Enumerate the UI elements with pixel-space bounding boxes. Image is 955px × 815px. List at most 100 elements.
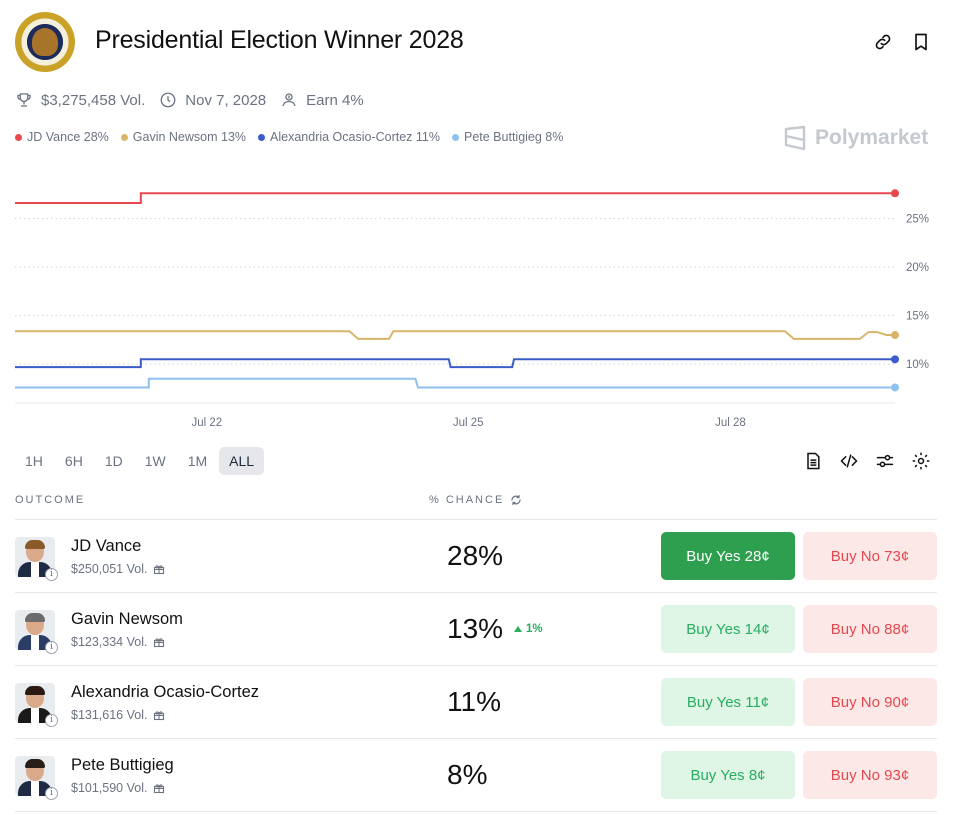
refresh-icon[interactable]	[510, 494, 522, 506]
chance-change: 1%	[514, 623, 543, 635]
legend-dot	[452, 133, 459, 141]
info-icon[interactable]: i	[45, 641, 58, 654]
range-button-1w[interactable]: 1W	[144, 453, 166, 469]
candidate-name[interactable]: Pete Buttigieg	[71, 756, 174, 774]
avatar-hair	[25, 759, 45, 768]
volume-value: $101,590 Vol.	[71, 781, 148, 795]
chance-percent: 8%	[447, 759, 488, 790]
trophy-icon	[17, 93, 31, 107]
gift-icon[interactable]	[153, 563, 165, 575]
eagle-emblem	[32, 28, 58, 56]
chance-percent: 28%	[447, 540, 504, 571]
candidate-name[interactable]: JD Vance	[71, 537, 142, 555]
coin-person-icon	[282, 93, 296, 107]
legend-label: JD Vance 28%	[27, 130, 109, 144]
buy-yes-button[interactable]: Buy Yes 8¢	[661, 751, 795, 799]
range-button-1h[interactable]: 1H	[25, 453, 43, 469]
series-line	[15, 377, 895, 389]
gift-icon[interactable]	[153, 636, 165, 648]
info-icon[interactable]: i	[45, 787, 58, 800]
range-button-6h[interactable]: 6H	[64, 453, 83, 469]
x-tick-label: Jul 28	[715, 417, 746, 429]
buy-no-button[interactable]: Buy No 90¢	[803, 678, 937, 726]
range-button-all[interactable]: ALL	[219, 447, 265, 475]
presidential-seal-logo	[15, 12, 75, 72]
chance-percent: 13%	[447, 613, 504, 644]
series-endpoint[interactable]	[891, 331, 899, 340]
legend-label: Pete Buttigieg 8%	[464, 130, 564, 144]
code-embed-icon[interactable]	[839, 451, 859, 471]
outcome-row[interactable]: i JD Vance $250,051 Vol. 28% Buy Yes 28¢…	[15, 520, 937, 593]
avatar-hair	[25, 540, 45, 549]
outcome-row[interactable]: i Pete Buttigieg $101,590 Vol. 8% Buy Ye…	[15, 739, 937, 812]
bookmark-icon[interactable]	[911, 32, 931, 52]
series-line	[15, 358, 895, 369]
avatar-shirt	[31, 635, 39, 650]
chance-change-value: 1%	[526, 623, 543, 635]
avatar-shirt	[31, 781, 39, 796]
chart-legend: JD Vance 28% Gavin Newsom 13% Alexandria…	[15, 130, 575, 144]
sliders-icon[interactable]	[875, 451, 895, 471]
candidate-volume: $123,334 Vol.	[71, 635, 165, 649]
y-tick-label: 25%	[906, 214, 929, 226]
buy-no-button[interactable]: Buy No 73¢	[803, 532, 937, 580]
legend-dot	[258, 133, 266, 141]
info-icon[interactable]: i	[45, 568, 58, 581]
market-meta: $3,275,458 Vol. Nov 7, 2028 Earn 4%	[15, 89, 378, 111]
chance-column-header: % CHANCE	[429, 494, 522, 506]
series-line	[15, 192, 895, 204]
candidate-volume: $101,590 Vol.	[71, 781, 165, 795]
series-endpoint[interactable]	[891, 355, 899, 364]
info-icon[interactable]: i	[45, 714, 58, 727]
legend-item-buttigieg: Pete Buttigieg 8%	[452, 130, 563, 144]
avatar-hair	[25, 613, 45, 622]
outcome-row[interactable]: i Gavin Newsom $123,334 Vol. 13% 1% Buy …	[15, 593, 937, 666]
legend-dot	[120, 133, 128, 141]
document-icon[interactable]	[803, 451, 823, 471]
volume-value: $131,616 Vol.	[71, 708, 148, 722]
chart-tools	[803, 451, 947, 471]
legend-dot	[15, 133, 22, 141]
volume-value: $123,334 Vol.	[71, 635, 148, 649]
gift-icon[interactable]	[153, 709, 165, 721]
up-arrow-icon	[514, 626, 522, 632]
link-icon[interactable]	[873, 32, 893, 52]
candidate-volume: $131,616 Vol.	[71, 708, 165, 722]
outcome-column-header: OUTCOME	[15, 494, 86, 506]
settings-gear-icon[interactable]	[911, 451, 931, 471]
buy-no-button[interactable]: Buy No 88¢	[803, 605, 937, 653]
outcome-row[interactable]: i Alexandria Ocasio-Cortez $131,616 Vol.…	[15, 666, 937, 739]
avatar-shirt	[31, 562, 39, 577]
range-button-1d[interactable]: 1D	[104, 453, 123, 469]
candidate-avatar	[15, 756, 55, 796]
x-tick-label: Jul 22	[191, 417, 222, 429]
legend-item-vance: JD Vance 28%	[15, 130, 109, 144]
price-history-chart[interactable]: 25% 20% 15% 10% Jul 22 Jul 25 Jul 28	[0, 160, 955, 440]
candidate-name[interactable]: Gavin Newsom	[71, 610, 183, 628]
polymarket-logo-icon	[784, 125, 806, 151]
y-tick-label: 10%	[906, 359, 929, 371]
series-endpoint[interactable]	[891, 383, 899, 392]
page-title: Presidential Election Winner 2028	[95, 26, 464, 54]
buy-yes-button[interactable]: Buy Yes 14¢	[661, 605, 795, 653]
polymarket-watermark: Polymarket	[783, 125, 928, 151]
time-range-selector: 1H 6H 1D 1W 1M ALL	[15, 447, 266, 475]
legend-label: Alexandria Ocasio-Cortez 11%	[270, 130, 440, 144]
series-line	[15, 330, 895, 340]
range-button-1m[interactable]: 1M	[187, 453, 208, 469]
legend-item-aoc: Alexandria Ocasio-Cortez 11%	[258, 130, 440, 144]
earn-stat[interactable]: Earn 4%	[280, 91, 364, 109]
avatar-hair	[25, 686, 45, 695]
earn-text: Earn 4%	[306, 91, 364, 109]
series-endpoint[interactable]	[891, 189, 899, 198]
date-stat: Nov 7, 2028	[159, 91, 266, 109]
buy-yes-button[interactable]: Buy Yes 28¢	[661, 532, 795, 580]
chance-percent: 11%	[447, 686, 501, 717]
buy-yes-button[interactable]: Buy Yes 11¢	[661, 678, 795, 726]
buy-no-button[interactable]: Buy No 93¢	[803, 751, 937, 799]
gift-icon[interactable]	[153, 782, 165, 794]
candidate-name[interactable]: Alexandria Ocasio-Cortez	[71, 683, 259, 701]
volume-stat: $3,275,458 Vol.	[15, 91, 145, 109]
clock-icon	[160, 92, 176, 108]
x-tick-label: Jul 25	[453, 417, 484, 429]
